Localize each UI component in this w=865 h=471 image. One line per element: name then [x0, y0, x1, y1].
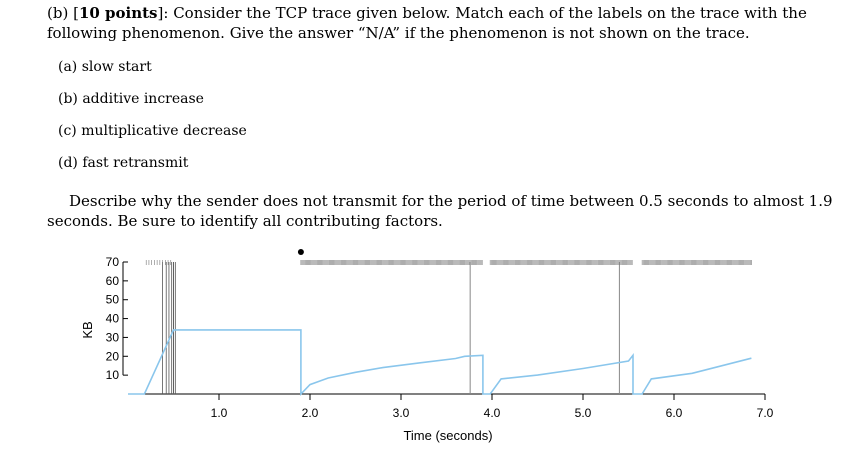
- y-tick-label: 20: [106, 349, 120, 363]
- chart-markers: [145, 249, 752, 394]
- question-line-2: following phenomenon. Give the answer “N…: [47, 24, 750, 42]
- describe-line-1: Describe why the sender does not transmi…: [69, 192, 833, 210]
- y-tick-label: 60: [106, 274, 120, 288]
- event-dot: [297, 249, 304, 255]
- congestion-window-series: [128, 329, 752, 396]
- y-axis-label: KB: [80, 321, 95, 338]
- y-tick-label: 40: [106, 312, 120, 326]
- x-axis-label: Time (seconds): [403, 428, 492, 443]
- x-tick-label: 3.0: [393, 406, 410, 420]
- item-slow-start: (a) slow start: [58, 59, 152, 75]
- points-label: 10 points: [78, 4, 158, 22]
- x-tick-label: 6.0: [666, 406, 683, 420]
- question-suffix: ]: Consider the TCP trace given below. M…: [157, 4, 807, 22]
- y-tick-label: 30: [106, 330, 120, 344]
- y-tick-label: 50: [106, 293, 120, 307]
- x-tick-label: 1.0: [211, 406, 228, 420]
- question-prefix: (b) [: [47, 4, 79, 22]
- item-multiplicative-decrease: (c) multiplicative decrease: [58, 123, 247, 139]
- question-line-1: (b) [10 points]: Consider the TCP trace …: [47, 4, 807, 22]
- item-additive-increase: (b) additive increase: [58, 91, 204, 107]
- y-tick-label: 70: [106, 255, 120, 269]
- x-tick-label: 7.0: [757, 406, 774, 420]
- x-tick-label: 4.0: [484, 406, 501, 420]
- item-fast-retransmit: (d) fast retransmit: [58, 155, 189, 171]
- describe-line-2: seconds. Be sure to identify all contrib…: [47, 212, 443, 230]
- chart-axes: 1.0 2.0 3.0 4.0 5.0 6.0 7.0 70 60 50 40 30 20 10: [106, 255, 774, 420]
- y-tick-label: 10: [106, 368, 120, 382]
- chart-plot: [128, 329, 752, 396]
- x-tick-label: 5.0: [575, 406, 592, 420]
- x-tick-label: 2.0: [302, 406, 319, 420]
